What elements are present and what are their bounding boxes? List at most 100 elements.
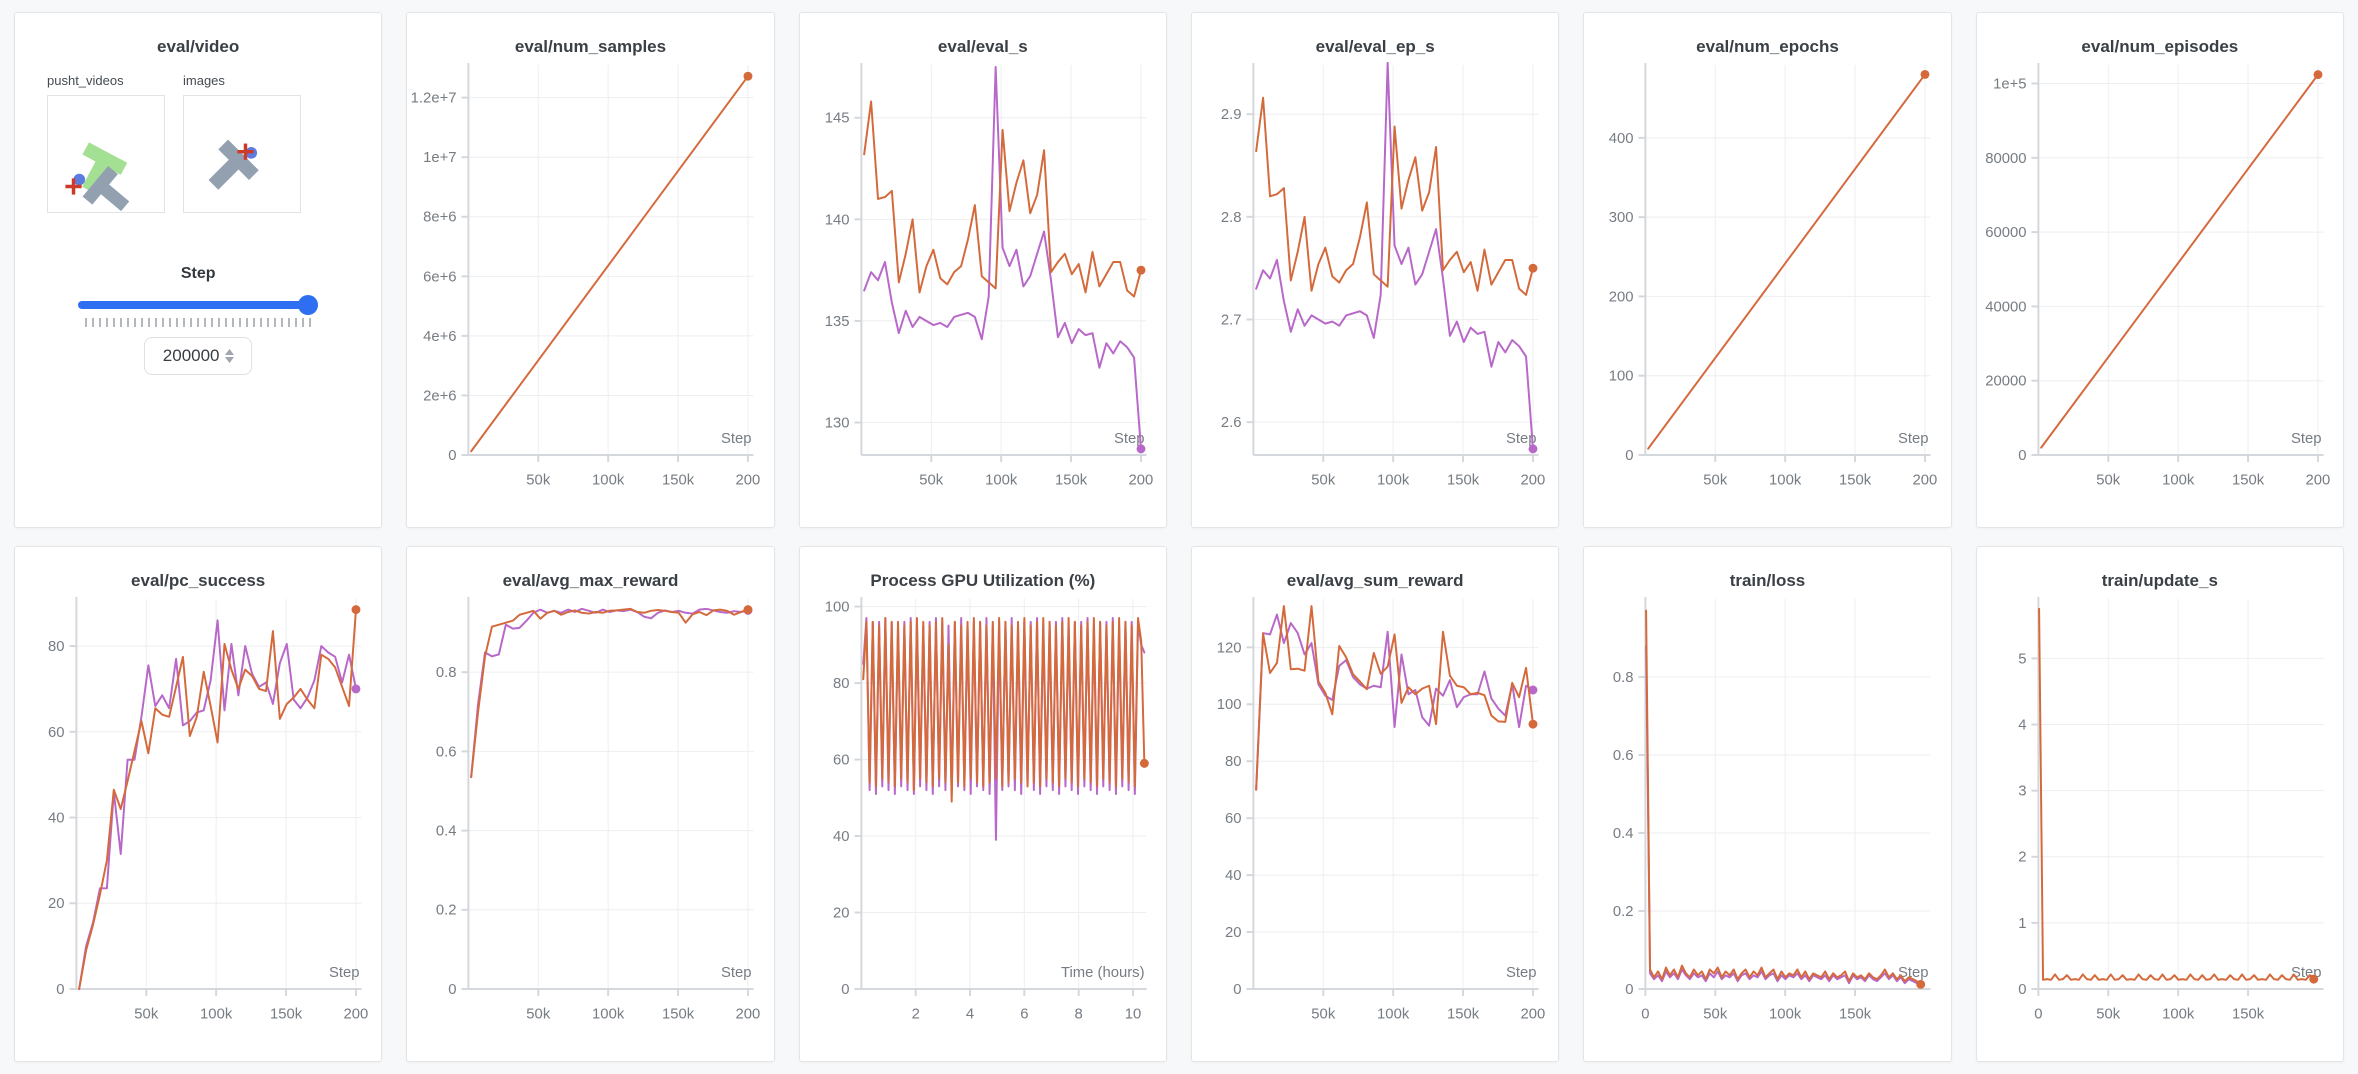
svg-text:200: 200 [1521,473,1546,489]
svg-text:135: 135 [824,314,849,330]
image-thumbnail[interactable] [183,95,301,213]
svg-text:6: 6 [1020,1007,1028,1023]
svg-text:2.8: 2.8 [1221,210,1242,226]
svg-text:200: 200 [1913,473,1938,489]
line-chart-eval-ep-s[interactable]: 2.6 2.7 2.8 2.9 50k 100k 150k 200 Step [1192,57,1558,505]
svg-text:200: 200 [2305,473,2330,489]
svg-text:100k: 100k [200,1007,233,1023]
panel-title: eval/num_samples [514,37,667,56]
stepper-arrows[interactable] [224,349,234,363]
svg-text:100: 100 [1609,369,1634,385]
svg-text:1.2e+7: 1.2e+7 [411,91,457,107]
panel-title: train/update_s [2101,571,2218,590]
svg-text:0: 0 [449,448,457,464]
svg-text:100k: 100k [2162,473,2195,489]
panel-train-loss: train/loss 0 0.2 0.4 0.6 0.8 0 50k 100k 150k Step [1583,546,1952,1062]
panel-title: eval/eval_s [937,37,1028,56]
step-slider[interactable] [78,295,319,315]
svg-text:150k: 150k [1447,1007,1480,1023]
svg-text:Step: Step [1898,431,1929,447]
svg-text:200: 200 [1521,1007,1546,1023]
media-images: images [183,73,301,213]
svg-text:20000: 20000 [1985,374,2026,390]
line-chart-pc-success[interactable]: 0 20 40 60 80 50k 100k 150k 200 Step [15,591,381,1039]
svg-text:100k: 100k [1377,1007,1410,1023]
media-pusht-videos: pusht_videos [47,73,165,213]
slider-thumb[interactable] [298,295,319,315]
svg-text:4e+6: 4e+6 [423,329,456,345]
line-chart-avg-sum-reward[interactable]: 0 20 40 60 80 100 120 50k 100k 150k 200 Step [1192,591,1558,1039]
step-input[interactable]: 200000 [144,337,253,375]
panel-title: train/loss [1729,571,1806,590]
svg-text:50k: 50k [527,473,552,489]
svg-text:100k: 100k [1377,473,1410,489]
line-chart-train-loss[interactable]: 0 0.2 0.4 0.6 0.8 0 50k 100k 150k Step [1584,591,1950,1039]
svg-text:0: 0 [2034,1007,2042,1023]
svg-text:Step: Step [1898,965,1929,981]
panel-eval-num-samples: eval/num_samples 0 2e+6 4e+6 6e+6 8e+6 1e+7 1.… [406,12,775,528]
line-chart-num-episodes[interactable]: 0 20000 40000 60000 80000 1e+5 50k 100k 150k 200 S… [1977,57,2343,505]
svg-text:200: 200 [1609,289,1634,305]
svg-text:50k: 50k [1704,1007,1729,1023]
line-chart-eval-s[interactable]: 130 135 140 145 50k 100k 150k 200 Step [800,57,1166,505]
panel-title: eval/num_episodes [2081,37,2239,56]
svg-text:3: 3 [2018,784,2026,800]
svg-text:40: 40 [833,829,850,845]
svg-text:100: 100 [1217,697,1242,713]
panel-title: eval/num_epochs [1696,37,1839,56]
svg-text:150k: 150k [1055,473,1088,489]
step-up-icon[interactable] [224,349,234,355]
step-down-icon[interactable] [224,357,234,363]
svg-text:0.6: 0.6 [1613,748,1634,764]
svg-text:150k: 150k [270,1007,303,1023]
svg-text:Step: Step [721,431,752,447]
panel-eval-eval-s: eval/eval_s 130 135 140 145 50k 100k 150k 200 St… [798,12,1167,528]
svg-text:60: 60 [1225,811,1242,827]
media-label: pusht_videos [47,73,124,88]
svg-text:0.2: 0.2 [436,903,457,919]
video-thumbnail-pusht[interactable] [47,95,165,213]
panel-title: eval/eval_ep_s [1315,37,1435,56]
svg-text:4: 4 [966,1007,974,1023]
svg-text:4: 4 [2018,717,2026,733]
panel-eval-avg-max-reward: eval/avg_max_reward 0 0.2 0.4 0.6 0.8 50k 100k… [406,546,775,1062]
svg-text:10: 10 [1124,1007,1141,1023]
svg-text:20: 20 [48,896,65,912]
panel-title: eval/avg_sum_reward [1286,571,1464,590]
svg-text:120: 120 [1217,640,1242,656]
line-chart-num-samples[interactable]: 0 2e+6 4e+6 6e+6 8e+6 1e+7 1.2e+7 50k 100k 150k 20… [407,57,773,505]
svg-text:0: 0 [449,982,457,998]
panel-eval-num-episodes: eval/num_episodes 0 20000 40000 60000 80000 1… [1975,12,2344,528]
line-chart-gpu-utilization[interactable]: 0 20 40 60 80 100 2 4 6 8 10 Time (hours) [800,591,1166,1039]
svg-text:60: 60 [48,725,65,741]
svg-text:1: 1 [2018,916,2026,932]
svg-text:100: 100 [824,600,849,616]
svg-text:40000: 40000 [1985,299,2026,315]
svg-text:2: 2 [2018,850,2026,866]
line-chart-avg-max-reward[interactable]: 0 0.2 0.4 0.6 0.8 50k 100k 150k 200 Step [407,591,773,1039]
svg-text:50k: 50k [527,1007,552,1023]
media-label: images [183,73,225,88]
svg-text:150k: 150k [1839,473,1872,489]
svg-text:8e+6: 8e+6 [423,210,456,226]
panel-title: Process GPU Utilization (%) [870,571,1096,590]
svg-text:140: 140 [824,212,849,228]
step-slider-label: Step [180,265,216,282]
svg-text:50k: 50k [2096,1007,2121,1023]
svg-text:0.6: 0.6 [436,744,457,760]
svg-text:200: 200 [736,473,761,489]
line-chart-num-epochs[interactable]: 0 100 200 300 400 50k 100k 150k 200 Step [1584,57,1950,505]
pusht-image-graphic [208,139,259,190]
svg-text:100k: 100k [985,473,1018,489]
svg-text:0.2: 0.2 [1613,904,1634,920]
panel-title: eval/pc_success [131,571,266,590]
svg-text:150k: 150k [2232,1007,2265,1023]
svg-text:0: 0 [841,982,849,998]
panel-train-update-s: train/update_s 0 1 2 3 4 5 0 50k 100k 150k Step [1975,546,2344,1062]
svg-text:100k: 100k [592,473,625,489]
slider-track[interactable] [78,301,315,309]
svg-text:Time (hours): Time (hours) [1061,965,1145,981]
svg-text:0.8: 0.8 [436,665,457,681]
